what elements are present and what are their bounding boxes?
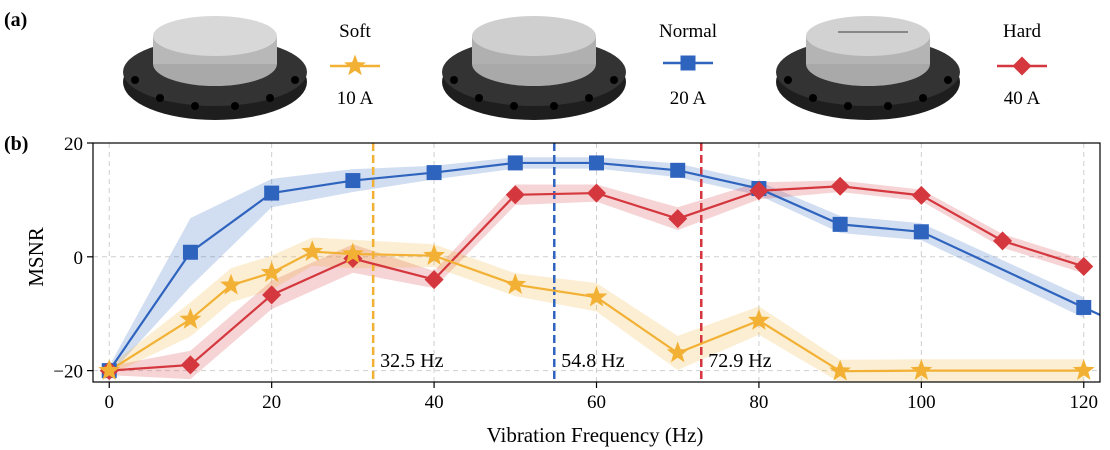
y-tick-label: 20: [64, 134, 83, 155]
legend-marker-soft: [344, 54, 366, 76]
legend-label-hard: Hard: [1003, 21, 1041, 42]
legend-marker-hard: [1012, 56, 1032, 76]
data-point-soft: [98, 359, 121, 380]
data-point-soft: [423, 244, 446, 265]
data-point-hard: [749, 181, 769, 201]
hardware-photo-soft: [123, 16, 307, 120]
legend-marker-shape: [1012, 56, 1032, 76]
data-point-soft: [341, 242, 364, 264]
legend-current-soft: 10 A: [337, 88, 374, 109]
band-soft: [109, 237, 1084, 382]
data-point-soft: [301, 240, 324, 261]
x-tick-label: 0: [104, 392, 114, 413]
data-point-hard: [424, 270, 444, 290]
data-point-soft: [829, 359, 852, 381]
data-point-normal: [426, 165, 442, 181]
legend-marker-shape: [344, 54, 366, 76]
data-point-hard: [1074, 256, 1094, 276]
data-point-normal: [589, 155, 604, 171]
data-point-normal: [507, 155, 523, 171]
y-axis-label: MSNR: [24, 227, 48, 287]
data-point-hard: [830, 176, 850, 196]
data-point-soft: [585, 285, 608, 307]
legend-label-normal: Normal: [659, 21, 717, 42]
legend-marker-normal: [680, 55, 696, 71]
x-tick-label: 80: [749, 392, 768, 413]
x-tick-label: 20: [262, 392, 281, 413]
plot-area: 32.5 Hz 54.8 Hz 72.9 Hz 0 20 40 60 80 100 120 −20 0…: [53, 134, 1101, 413]
plot-content: [98, 143, 1100, 382]
legend-marker-shape: [680, 55, 696, 71]
data-point-normal: [832, 216, 848, 232]
legend-label-soft: Soft: [339, 21, 371, 42]
x-tick-label: 100: [907, 392, 936, 413]
data-point-hard: [262, 285, 282, 305]
y-tick-label: −20: [53, 362, 83, 383]
vline-label: 32.5 Hz: [380, 350, 443, 372]
data-point-soft: [910, 359, 933, 380]
x-tick-label: 120: [1070, 392, 1099, 413]
vline-label: 54.8 Hz: [561, 350, 624, 372]
legend-soft: Soft 10 A: [330, 21, 380, 109]
data-point-normal: [913, 224, 929, 240]
y-tick-label: 0: [74, 248, 84, 269]
legend-normal: Normal 20 A: [659, 21, 717, 109]
x-axis-label: Vibration Frequency (Hz): [487, 423, 704, 447]
data-point-soft: [666, 341, 689, 363]
vline-label: 72.9 Hz: [708, 350, 771, 372]
data-point-normal: [1076, 299, 1092, 315]
data-point-normal: [670, 162, 686, 178]
data-point-hard: [180, 355, 200, 375]
data-point-normal: [182, 244, 198, 260]
hardware-photo-hard: [776, 16, 960, 120]
legend-current-hard: 40 A: [1004, 88, 1041, 109]
legend-hard: Hard 40 A: [997, 21, 1047, 109]
hardware-photo-normal: [442, 16, 626, 120]
data-point-soft: [747, 309, 770, 330]
data-point-soft: [260, 261, 283, 283]
data-point-soft: [1072, 359, 1095, 380]
panel-label-b: (b): [4, 133, 28, 155]
data-point-hard: [505, 185, 525, 205]
x-tick-label: 40: [425, 392, 444, 413]
data-point-hard: [668, 209, 688, 229]
data-point-normal: [345, 173, 361, 189]
data-point-soft: [179, 307, 202, 329]
legend-current-normal: 20 A: [670, 88, 707, 109]
data-point-hard: [911, 185, 931, 205]
data-point-soft: [220, 273, 242, 295]
data-point-normal: [264, 185, 280, 201]
panel-label-a: (a): [4, 9, 27, 31]
data-point-hard: [587, 183, 606, 203]
x-tick-label: 60: [587, 392, 606, 413]
data-point-soft: [504, 273, 527, 294]
data-point-hard: [993, 231, 1013, 251]
